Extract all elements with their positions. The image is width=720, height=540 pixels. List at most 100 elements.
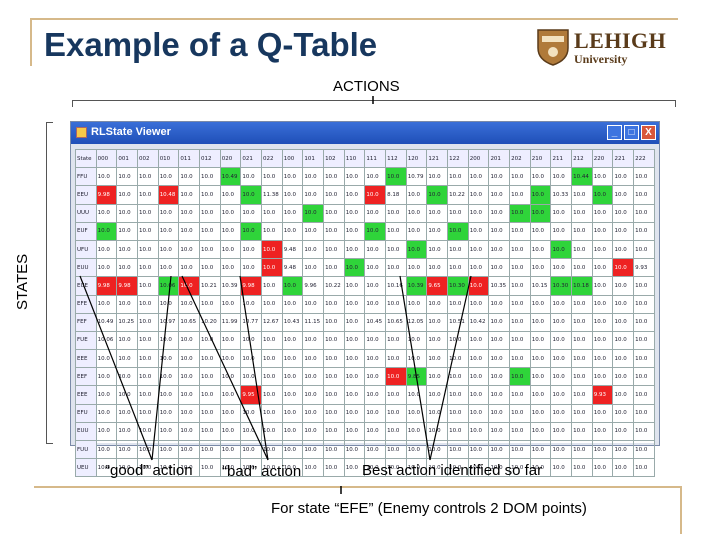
column-header[interactable]: 002 xyxy=(137,148,159,169)
q-value-cell[interactable]: 10.0 xyxy=(199,367,221,387)
q-value-cell[interactable]: 10.0 xyxy=(157,239,180,260)
state-cell[interactable]: FUU xyxy=(75,439,97,460)
q-value-cell[interactable]: 10.0 xyxy=(612,258,635,278)
q-value-cell[interactable]: 10.0 xyxy=(550,239,573,260)
column-header[interactable]: 012 xyxy=(199,148,221,169)
q-value-cell[interactable]: 10.0 xyxy=(509,458,531,478)
q-value-cell[interactable]: 10.0 xyxy=(199,421,221,442)
q-value-cell[interactable]: 9.98 xyxy=(95,185,118,205)
state-cell[interactable]: EEE xyxy=(75,349,97,369)
column-header[interactable]: 122 xyxy=(447,148,469,169)
q-value-cell[interactable]: 10.0 xyxy=(633,439,655,460)
column-header[interactable]: 020 xyxy=(219,148,242,169)
table-row[interactable]: EUE9.989.9810.010.0610.010.2110.399.9810… xyxy=(75,276,655,296)
window-titlebar[interactable]: RLState Viewer _ □ X xyxy=(71,122,659,144)
q-value-cell[interactable]: 10.0 xyxy=(405,421,428,442)
q-value-cell[interactable]: 10.0 xyxy=(550,385,573,405)
q-value-cell[interactable]: 10.0 xyxy=(488,330,511,351)
q-value-cell[interactable]: 9.65 xyxy=(426,276,449,296)
q-value-cell[interactable]: 10.0 xyxy=(323,258,345,278)
q-value-cell[interactable]: 10.0 xyxy=(633,421,655,442)
q-value-cell[interactable]: 10.18 xyxy=(571,276,593,296)
q-value-cell[interactable]: 10.0 xyxy=(633,294,655,314)
q-value-cell[interactable]: 10.0 xyxy=(157,258,180,278)
minimize-button[interactable]: _ xyxy=(607,125,622,140)
q-value-cell[interactable]: 10.0 xyxy=(550,403,573,423)
table-row[interactable]: FFU 10.0 10.0 10.0 10.0 10.0 10.0 10.49 10.0 10.0… xyxy=(75,167,655,187)
q-value-cell[interactable]: 10.0 xyxy=(281,367,304,387)
q-value-cell[interactable]: 10.0 xyxy=(633,403,655,423)
close-button[interactable]: X xyxy=(641,125,656,140)
table-row[interactable]: UFU 10.0 10.0 10.0 10.0 10.0 10.0 10.0 10.0 10.0 9… xyxy=(75,239,655,260)
table-row[interactable]: EFE 10.0 10.0 10.0 10.0 10.0 10.0 10.0 10.0 10.0 1… xyxy=(75,294,655,314)
q-value-cell[interactable]: 10.0 xyxy=(488,312,511,332)
q-value-cell[interactable]: 10.0 xyxy=(323,330,345,351)
q-value-cell[interactable]: 10.0 xyxy=(633,312,655,332)
column-header[interactable]: 022 xyxy=(261,148,283,169)
q-value-cell[interactable]: 10.0 xyxy=(281,276,304,296)
q-value-cell[interactable]: 10.0 xyxy=(323,439,345,460)
q-value-cell[interactable]: 10.0 xyxy=(116,294,139,314)
table-row[interactable]: FUE10.0610.010.010.010.010.010.010.010.0… xyxy=(75,330,655,351)
q-value-cell[interactable]: 10.0 xyxy=(261,258,283,278)
q-value-cell[interactable]: 10.0 xyxy=(447,239,469,260)
q-value-cell[interactable]: 10.0 xyxy=(633,276,655,296)
q-value-cell[interactable]: 10.0 xyxy=(385,367,407,387)
q-value-cell[interactable]: 9.93 xyxy=(591,385,614,405)
q-value-cell[interactable]: 10.0 xyxy=(591,330,614,351)
q-value-cell[interactable]: 10.0 xyxy=(426,367,449,387)
q-value-cell[interactable]: 9.48 xyxy=(281,258,304,278)
q-value-cell[interactable]: 10.0 xyxy=(95,349,118,369)
state-cell[interactable]: EFE xyxy=(75,294,97,314)
q-value-cell[interactable]: 10.0 xyxy=(529,203,552,223)
q-value-cell[interactable]: 10.0 xyxy=(550,258,573,278)
q-value-cell[interactable]: 10.42 xyxy=(467,312,490,332)
q-value-cell[interactable]: 10.0 xyxy=(612,312,635,332)
q-value-cell[interactable]: 10.0 xyxy=(302,203,325,223)
state-cell[interactable]: EEU xyxy=(75,185,97,205)
q-value-cell[interactable]: 10.0 xyxy=(550,312,573,332)
q-value-cell[interactable]: 10.0 xyxy=(95,385,118,405)
column-header[interactable]: State xyxy=(75,148,97,169)
q-value-cell[interactable]: 10.0 xyxy=(633,330,655,351)
q-value-cell[interactable]: 10.06 xyxy=(157,276,180,296)
table-row[interactable]: EUF 10.0 10.0 10.0 10.0 10.0 10.0 10.0 10.0 10.0 1… xyxy=(75,221,655,241)
q-value-cell[interactable]: 10.0 xyxy=(323,294,345,314)
q-value-cell[interactable]: 10.0 xyxy=(219,239,242,260)
q-value-cell[interactable]: 10.0 xyxy=(137,385,159,405)
q-value-cell[interactable]: 10.0 xyxy=(633,239,655,260)
q-value-cell[interactable]: 10.48 xyxy=(157,185,180,205)
column-header[interactable]: 222 xyxy=(633,148,655,169)
q-value-cell[interactable]: 10.0 xyxy=(240,185,263,205)
q-value-cell[interactable]: 10.0 xyxy=(405,458,428,478)
q-value-cell[interactable]: 10.0 xyxy=(199,330,221,351)
q-value-cell[interactable]: 10.0 xyxy=(529,403,552,423)
q-value-cell[interactable]: 10.22 xyxy=(323,276,345,296)
q-value-cell[interactable]: 10.0 xyxy=(612,439,635,460)
q-value-cell[interactable]: 10.0 xyxy=(95,403,118,423)
column-header[interactable]: 121 xyxy=(426,148,449,169)
q-value-cell[interactable]: 10.0 xyxy=(364,185,387,205)
table-row[interactable]: EEU 9.98 10.0 10.0 10.48 10.0 10.0 10.0 10.0 11.3… xyxy=(75,185,655,205)
q-value-cell[interactable]: 10.0 xyxy=(447,439,469,460)
q-value-cell[interactable]: 10.0 xyxy=(261,330,283,351)
state-cell[interactable]: UEU xyxy=(75,458,97,478)
q-value-cell[interactable]: 10.39 xyxy=(219,276,242,296)
q-value-cell[interactable]: 10.0 xyxy=(116,439,139,460)
q-value-cell[interactable]: 9.93 xyxy=(633,258,655,278)
state-cell[interactable]: EUU xyxy=(75,421,97,442)
q-value-cell[interactable]: 10.0 xyxy=(467,439,490,460)
q-value-cell[interactable]: 10.0 xyxy=(633,349,655,369)
q-value-cell[interactable]: 10.0 xyxy=(364,221,387,241)
state-cell[interactable]: EFU xyxy=(75,403,97,423)
q-value-cell[interactable]: 10.0 xyxy=(529,367,552,387)
q-value-cell[interactable]: 9.98 xyxy=(116,276,139,296)
q-value-cell[interactable]: 10.0 xyxy=(219,439,242,460)
q-value-cell[interactable]: 10.0 xyxy=(385,385,407,405)
q-value-cell[interactable]: 10.0 xyxy=(137,349,159,369)
q-value-cell[interactable]: 10.0 xyxy=(529,421,552,442)
q-value-cell[interactable]: 10.0 xyxy=(199,294,221,314)
column-header[interactable]: 001 xyxy=(116,148,139,169)
q-value-cell[interactable]: 10.0 xyxy=(467,421,490,442)
state-cell[interactable]: EUU xyxy=(75,258,97,278)
